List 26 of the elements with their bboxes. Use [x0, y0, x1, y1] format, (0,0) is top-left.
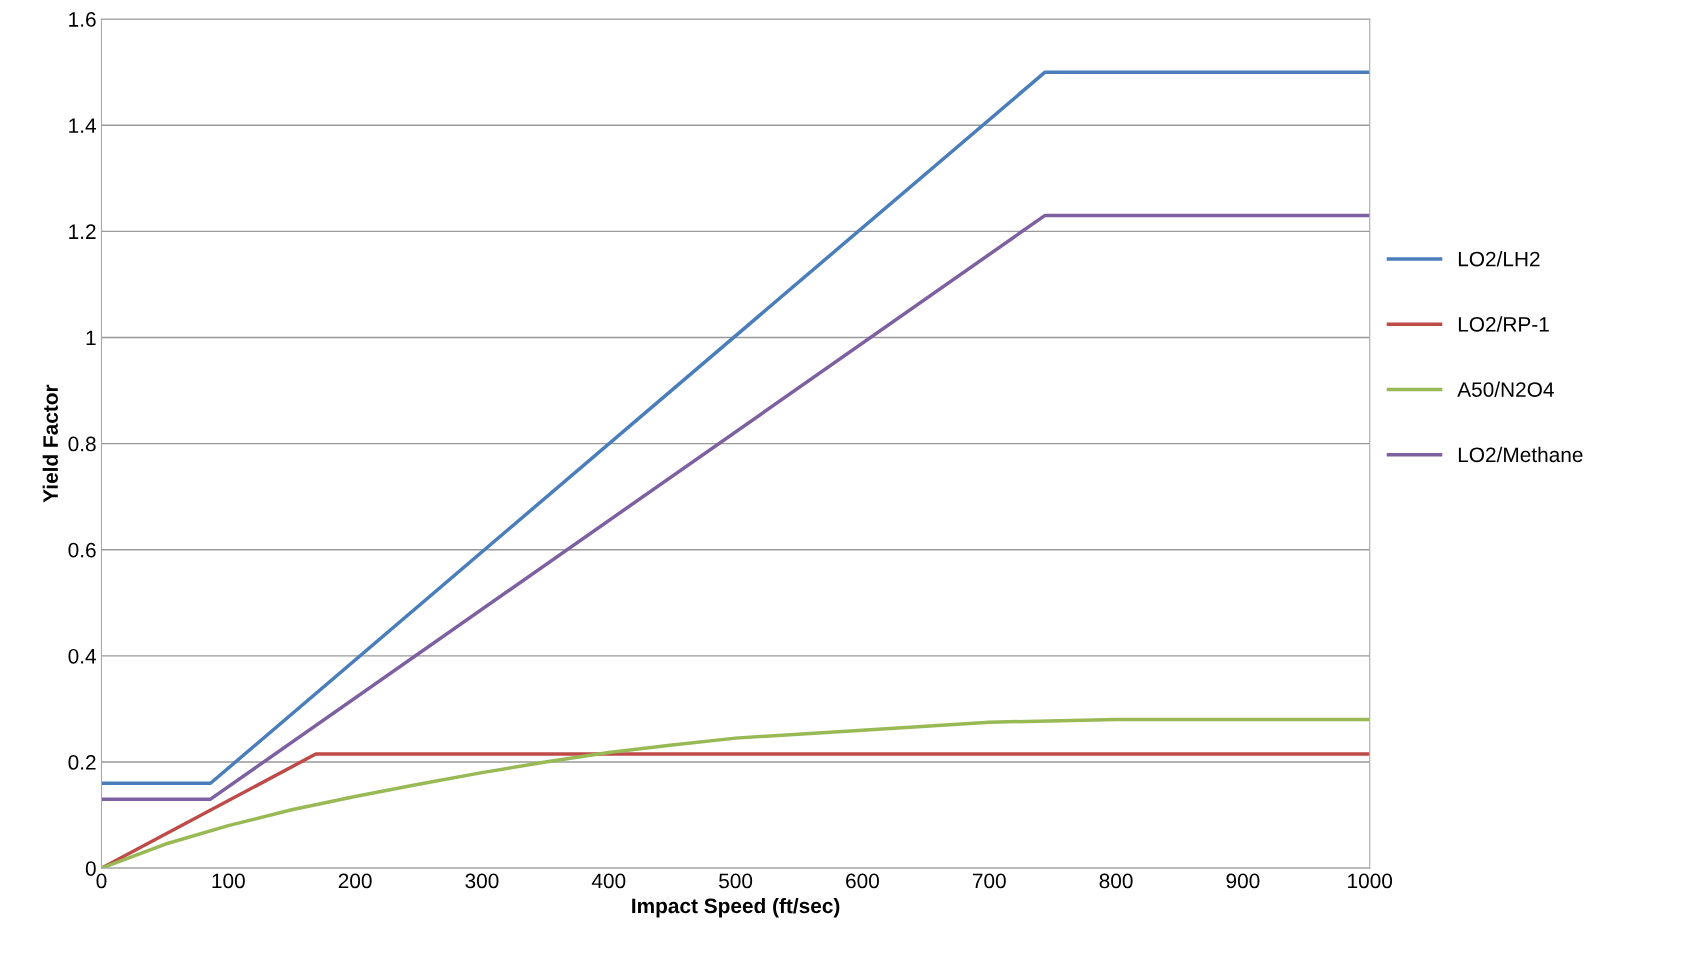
legend-label: LO2/LH2 [1458, 251, 1540, 267]
y-axis-title: Yield Factor [42, 384, 58, 503]
y-tick-label: 1 [86, 330, 96, 346]
legend-label: A50/N2O4 [1457, 381, 1554, 397]
x-tick-label: 800 [1099, 873, 1133, 889]
x-axis-title: Impact Speed (ft/sec) [632, 897, 840, 918]
y-tick-label: 1.4 [69, 118, 96, 133]
x-tick-label: 200 [338, 873, 372, 889]
legend-label: LO2/RP-1 [1458, 316, 1549, 332]
x-tick-label: 900 [1226, 873, 1260, 889]
x-tick-label: 1000 [1348, 873, 1393, 889]
legend-label: LO2/Methane [1458, 446, 1583, 463]
x-tick-label: 500 [719, 873, 753, 889]
y-tick-label: 0 [85, 861, 96, 876]
y-tick-label: 1.6 [69, 12, 96, 27]
y-tick-label: 0.2 [68, 755, 96, 770]
y-tick-label: 1.2 [69, 224, 96, 239]
y-tick-label: 0.4 [68, 648, 96, 664]
x-tick-label: 100 [212, 873, 245, 889]
x-tick-label: 700 [972, 873, 1006, 889]
y-tick-label: 0.6 [68, 542, 96, 558]
x-tick-label: 300 [465, 873, 499, 889]
x-tick-label: 400 [591, 873, 626, 889]
x-tick-label: 0 [96, 873, 107, 889]
y-tick-label: 0.8 [68, 436, 96, 452]
x-tick-label: 600 [846, 873, 879, 889]
